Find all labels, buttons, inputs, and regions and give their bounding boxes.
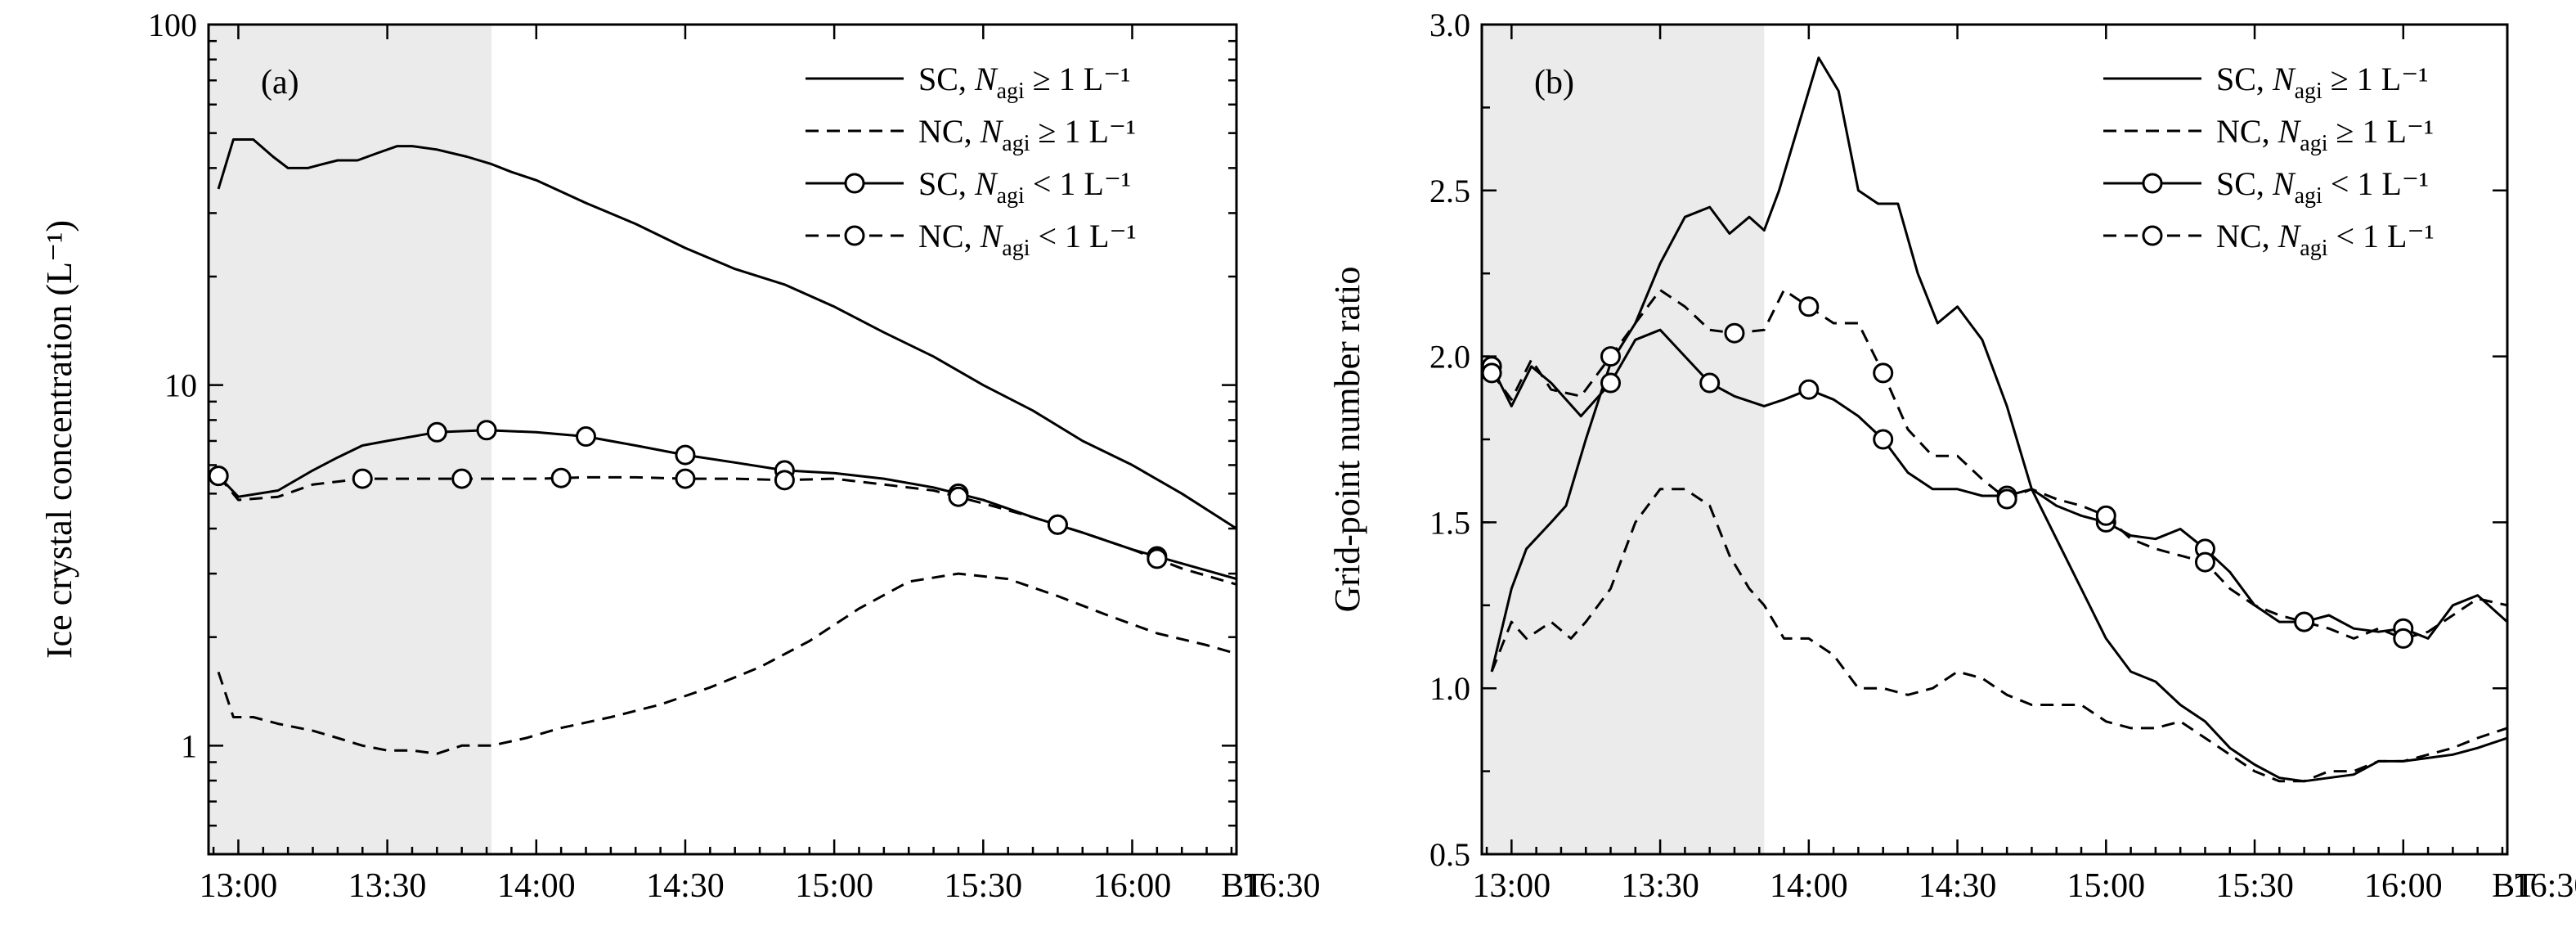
data-point-marker [1996, 488, 2017, 510]
series-line-nc-3 [1490, 289, 2507, 640]
x-tick-label: 13:00 [1473, 867, 1551, 905]
data-point-marker [1600, 346, 1622, 367]
data-point-marker [675, 468, 696, 489]
y-tick-label: 1.0 [1429, 670, 1470, 707]
data-point-marker [1699, 372, 1721, 394]
data-point-marker [2294, 611, 2315, 632]
y-tick-label: 3.0 [1429, 7, 1470, 43]
panel-a: 1 10 100 13:00 13:30 14:00 14:30 15:00 15:30 16:0… [39, 7, 1320, 905]
series-line-sc-2 [1490, 328, 2507, 640]
x-tick-label: 16:30 [1242, 867, 1321, 905]
data-point-marker [1481, 362, 1502, 384]
panel-label: (a) [261, 64, 299, 101]
legend-entry-0: SC, Nagi ≥ 1 L⁻¹ [918, 61, 1130, 104]
legend-marker [844, 173, 865, 194]
data-point-marker [1873, 429, 1894, 450]
x-tick-label: 13:00 [200, 867, 278, 905]
data-point-marker [2393, 628, 2414, 649]
y-axis-label: Ice crystal concentration (L⁻¹) [39, 220, 79, 659]
data-point-marker [2095, 505, 2116, 526]
data-point-marker [476, 420, 497, 441]
data-point-marker [1047, 514, 1068, 535]
data-point-marker [1873, 362, 1894, 384]
data-point-marker [1798, 296, 1820, 317]
x-tick-label: 14:00 [497, 867, 576, 905]
data-point-marker [426, 421, 447, 443]
y-tick-label: 10 [164, 367, 197, 404]
x-tick-label: 16:30 [2513, 867, 2576, 905]
data-point-marker [352, 468, 373, 489]
data-point-marker [1724, 322, 1745, 344]
legend-marker [844, 225, 865, 246]
data-point-marker [774, 470, 795, 491]
legend-entry-1: NC, Nagi ≥ 1 L⁻¹ [2216, 113, 2434, 156]
y-tick-label: 100 [148, 7, 197, 43]
legend-entry-3: NC, Nagi < 1 L⁻¹ [2216, 218, 2435, 261]
panel-label: (b) [1534, 64, 1574, 101]
y-tick-label: 2.5 [1429, 173, 1470, 209]
data-point-marker [208, 466, 229, 487]
series-line-nc-1 [217, 572, 1236, 755]
data-point-marker [1798, 379, 1820, 400]
x-tick-label: 13:30 [1621, 867, 1699, 905]
axes-frame [207, 23, 1238, 856]
x-tick-label: 15:30 [2215, 867, 2294, 905]
data-point-marker [675, 444, 696, 466]
x-tick-label: 13:30 [348, 867, 427, 905]
legend-entry-2: SC, Nagi < 1 L⁻¹ [918, 165, 1131, 209]
data-point-marker [2194, 551, 2215, 573]
x-tick-label: 15:30 [944, 867, 1022, 905]
x-tick-label: 15:00 [795, 867, 873, 905]
x-tick-label: 15:00 [2067, 867, 2145, 905]
legend-entry-2: SC, Nagi < 1 L⁻¹ [2216, 165, 2429, 209]
legend-marker [2142, 225, 2163, 246]
x-tick-label: 16:00 [1093, 867, 1172, 905]
x-tick-label: 14:00 [1770, 867, 1848, 905]
y-tick-label: 1.5 [1429, 504, 1470, 541]
data-point-marker [1600, 372, 1622, 394]
x-tick-label: 14:30 [646, 867, 725, 905]
shaded-region [1482, 25, 1765, 854]
series-line-nc-1 [1490, 488, 2507, 783]
series-line-sc-0 [217, 138, 1236, 530]
legend-entry-1: NC, Nagi ≥ 1 L⁻¹ [918, 113, 1136, 156]
x-tick-label: BT [1221, 867, 1265, 905]
series-line-sc-0 [1490, 56, 2507, 783]
legend-marker [2142, 173, 2163, 194]
data-point-marker [550, 467, 572, 488]
y-tick-label: 0.5 [1429, 836, 1470, 873]
shaded-region [209, 25, 492, 854]
y-tick-label: 1 [181, 727, 197, 764]
y-tick-label: 2.0 [1429, 339, 1470, 376]
data-point-marker [948, 486, 969, 507]
x-tick-label: 14:30 [1919, 867, 1997, 905]
data-point-marker [576, 426, 597, 448]
data-point-marker [451, 468, 473, 489]
legend-entry-3: NC, Nagi < 1 L⁻¹ [918, 218, 1137, 261]
y-axis-label: Grid-point number ratio [1327, 267, 1367, 613]
x-tick-label: BT [2492, 867, 2536, 905]
series-line-nc-3 [217, 475, 1236, 586]
panel-b: 0.5 1.0 1.5 2.0 2.5 3.0 13:00 13:30 14:00 14:30 15… [1327, 7, 2576, 905]
legend-entry-0: SC, Nagi ≥ 1 L⁻¹ [2216, 61, 2428, 104]
x-tick-label: 16:00 [2364, 867, 2443, 905]
data-point-marker [1147, 548, 1168, 569]
